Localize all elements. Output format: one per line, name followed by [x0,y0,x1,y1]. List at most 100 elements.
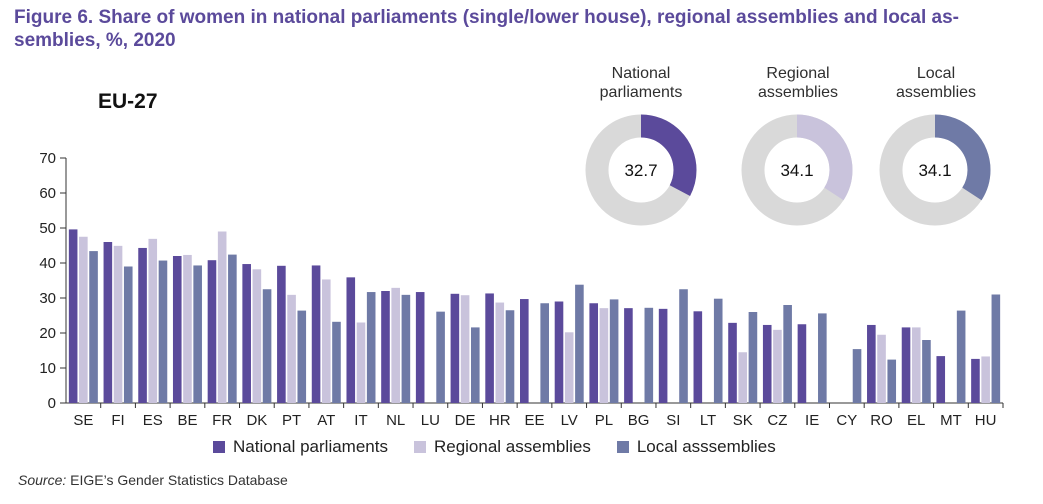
bar-regional-HU [981,356,990,403]
bar-local-FR [228,254,237,403]
legend-swatch-national [213,441,225,453]
bar-national-HU [971,358,980,403]
legend-item-regional: Regional assemblies [413,437,591,457]
bar-national-SK [728,322,737,403]
donut-value-regional: 34.1 [780,161,813,180]
bar-regional-ES [148,238,158,403]
y-tick-label-30: 30 [39,290,56,307]
donut-title-local-line-2: assemblies [895,84,977,101]
x-tick-label-PL: PL [595,412,613,429]
bar-local-LU [436,311,445,403]
bar-regional-DE [460,295,470,403]
y-tick-label-10: 10 [39,360,56,377]
y-tick-label-40: 40 [39,255,56,272]
bar-series [68,229,1001,403]
bar-national-IE [797,324,807,403]
bar-local-IT [366,292,376,403]
bar-local-LV [575,284,584,403]
legend-label-local: Local asssemblies [636,437,776,456]
donut-value-local: 34.1 [918,161,951,180]
bar-national-EE [520,299,529,403]
x-tick-label-SE: SE [73,412,93,429]
bar-local-EL [922,340,931,403]
donut-title-regional-line-1: Regional [766,65,830,82]
y-axis: 0 10 20 30 40 50 60 70 [39,150,1003,412]
legend-item-local: Local asssemblies [616,437,776,457]
figure-title: Figure 6. Share of women in national par… [14,6,1024,52]
bar-regional-RO [877,334,886,403]
legend-label-regional: Regional assemblies [433,437,591,456]
donut-title-national: National parliaments [561,64,721,102]
bar-local-ES [158,260,168,403]
source-prefix: Source: [18,472,67,488]
x-tick-label-DE: DE [455,412,476,429]
bar-local-IE [818,313,827,403]
bar-local-PL [609,299,619,403]
bar-regional-SE [79,236,88,403]
x-tick-label-LV: LV [561,412,578,429]
donut-title-regional-line-2: assemblies [757,84,839,101]
bar-national-ES [138,247,147,403]
y-tick-label-20: 20 [39,325,56,342]
bar-national-HR [485,293,494,403]
region-label: EU-27 [98,90,158,113]
bar-local-BE [193,265,202,403]
y-tick-label-70: 70 [39,150,56,167]
x-tick-label-IT: IT [354,412,367,429]
legend-swatch-local [616,441,629,453]
bar-regional-PL [599,308,609,403]
source-text: EIGE’s Gender Statistics Database [66,472,288,488]
x-tick-label-RO: RO [870,412,893,429]
x-tick-label-HU: HU [975,412,997,429]
donut-share-regional [741,114,853,226]
x-tick-label-CZ: CZ [767,412,787,429]
bar-national-BE [172,256,182,403]
bar-local-CY [852,349,862,403]
bar-regional-CZ [773,329,782,403]
bar-regional-PT [287,294,296,403]
bar-local-FI [123,266,133,403]
donut-title-local-line-1: Local [916,65,956,82]
legend-label-national: National parliaments [233,437,388,456]
legend-item-national: National parliaments [213,437,388,457]
bar-national-PT [277,265,286,403]
bar-national-LU [415,292,425,403]
x-tick-label-PT: PT [282,412,301,429]
bar-local-SK [748,312,758,403]
bar-national-SE [68,229,78,403]
bar-regional-HR [495,302,505,403]
bar-national-DE [450,293,460,403]
x-tick-label-FI: FI [111,412,124,429]
bar-regional-SK [738,352,748,403]
bar-national-DK [242,264,251,403]
bar-local-SE [89,251,98,403]
bar-national-EL [901,327,911,403]
bar-regional-AT [321,279,331,403]
bar-local-MT [956,310,966,403]
donut-value-national: 32.7 [624,161,657,180]
bar-local-SI [679,289,688,403]
bar-local-NL [401,294,411,403]
bar-national-PL [589,303,599,403]
bar-national-RO [867,324,876,403]
bar-local-PT [297,310,307,403]
x-tick-label-AT: AT [317,412,335,429]
bar-national-LV [554,301,564,403]
x-tick-label-LU: LU [421,412,440,429]
x-tick-label-DK: DK [246,412,267,429]
x-tick-label-BE: BE [177,412,197,429]
figure-title-line-1: Figure 6. Share of women in national par… [14,7,959,28]
x-tick-label-SK: SK [733,412,753,429]
bar-national-CZ [762,324,772,403]
bar-local-AT [332,321,341,403]
x-tick-label-BG: BG [628,412,650,429]
bar-local-LT [713,298,723,403]
donut-share-local [879,114,991,226]
bar-local-CZ [783,305,792,403]
donut-title-local: Local assemblies [856,64,1016,102]
figure-title-line-2: semblies, %, 2020 [14,30,176,51]
x-tick-label-LT: LT [700,412,716,429]
x-tick-label-MT: MT [940,412,962,429]
bar-national-FI [103,242,113,403]
